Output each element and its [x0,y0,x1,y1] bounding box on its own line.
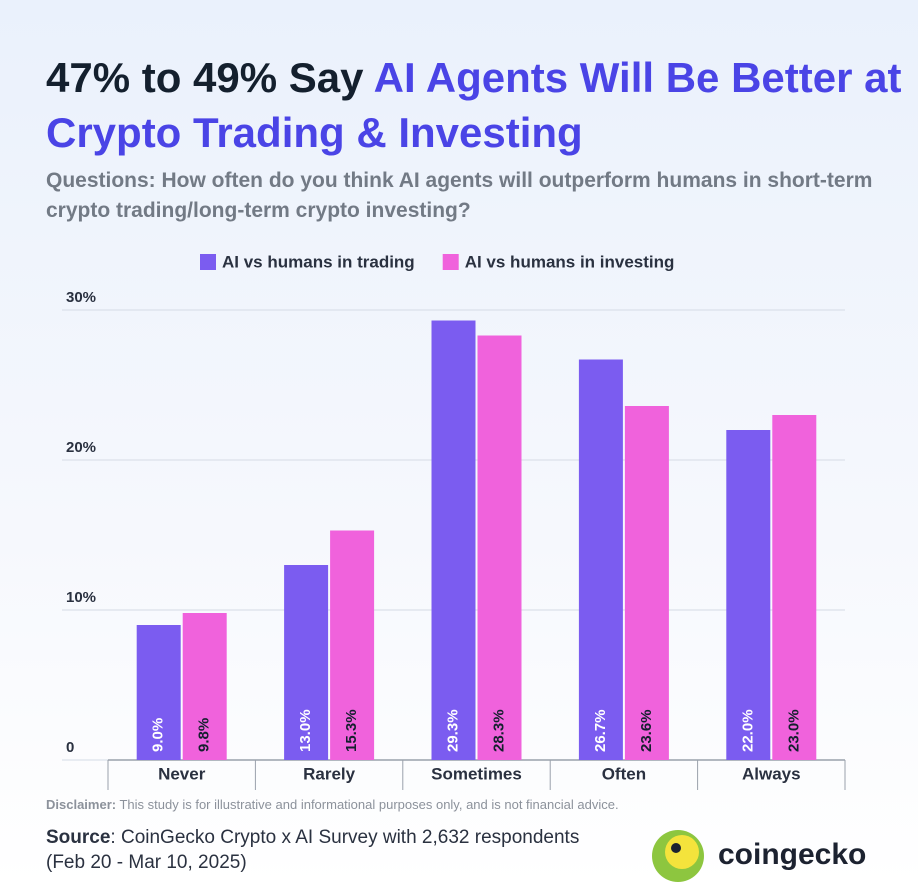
value-label: 9.8% [196,718,213,752]
logo [665,835,699,869]
source: Source: CoinGecko Crypto x AI Survey wit… [46,825,606,875]
x-tick-label: Never [158,764,206,783]
x-tick-label: Sometimes [431,764,522,783]
x-tick-label: Rarely [303,764,356,783]
subtitle: Questions: How often do you think AI age… [46,169,873,222]
bar [182,613,227,760]
bar [330,530,375,760]
brand: coingecko [718,838,867,871]
disclaimer: Disclaimer: This study is for illustrati… [46,797,619,812]
title-text: 47% to 49% Say [46,54,364,101]
title-highlight: AI Agents Will Be Better at Crypto Tradi… [46,54,902,156]
bar [726,430,771,760]
bar [772,415,817,760]
value-label: 23.0% [785,709,802,752]
value-label: 29.3% [444,709,461,752]
legend-swatch [442,254,459,270]
bar [431,320,476,760]
source-text: : CoinGecko Crypto x AI Survey with 2,63… [46,827,580,873]
y-tick-label: 30% [66,289,96,306]
y-tick-label: 20% [66,439,96,456]
bar [477,335,522,760]
disclaimer-text: This study is for illustrative and infor… [119,797,619,812]
y-tick-label: 0 [66,739,74,756]
title: 47% to 49% Say AI Agents Will Be Better … [46,50,906,160]
bar [136,625,181,760]
source-label: Source [46,827,111,848]
header: 47% to 49% Say AI Agents Will Be Better … [46,50,906,226]
value-label: 22.0% [739,709,756,752]
value-label: 28.3% [490,709,507,752]
x-tick-label: Always [742,764,801,783]
x-tick-label: Often [602,764,646,783]
bar [284,565,329,760]
legend-label: AI vs humans in trading [222,252,415,271]
bar [624,406,669,760]
legend-swatch [200,254,216,270]
value-label: 23.6% [638,709,655,752]
y-tick-label: 10% [66,589,96,606]
value-label: 13.0% [297,709,314,752]
disclaimer-label: Disclaimer: [46,797,117,812]
bar [578,359,623,760]
value-label: 9.0% [150,718,167,752]
legend-label: AI vs humans in investing [465,252,675,271]
value-label: 26.7% [592,709,609,752]
value-label: 15.3% [343,709,360,752]
logo [671,843,681,853]
